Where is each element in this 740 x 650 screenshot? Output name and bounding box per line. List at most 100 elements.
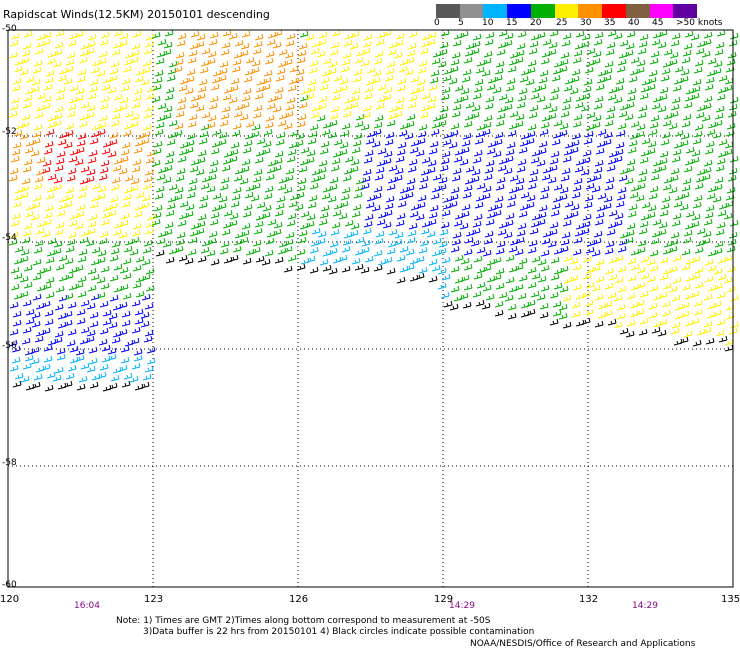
wind-barb xyxy=(146,357,156,365)
wind-barb xyxy=(415,272,425,280)
wind-barb xyxy=(8,339,18,347)
wind-barb xyxy=(636,59,646,67)
wind-barb xyxy=(651,38,661,46)
wind-barb xyxy=(575,94,585,102)
wind-barb xyxy=(20,375,30,383)
wind-barb xyxy=(351,210,361,218)
wind-barb xyxy=(428,83,438,91)
wind-barb xyxy=(243,203,253,211)
wind-barb xyxy=(417,194,427,202)
wind-barb xyxy=(681,56,691,64)
wind-barb xyxy=(96,276,106,284)
wind-barb xyxy=(134,139,144,147)
wind-barb xyxy=(657,329,667,337)
wind-barb xyxy=(175,174,185,182)
wind-barb xyxy=(375,230,385,238)
wind-barb xyxy=(197,149,207,157)
wind-barb xyxy=(715,329,725,337)
wind-barb xyxy=(463,184,473,192)
wind-barb xyxy=(562,96,572,104)
wind-barb xyxy=(525,201,535,209)
wind-barb xyxy=(212,192,222,200)
wind-barb xyxy=(321,69,331,77)
wind-barb xyxy=(318,218,328,226)
wind-barb xyxy=(134,317,144,325)
wind-barb xyxy=(450,245,460,253)
wind-barb xyxy=(540,264,550,272)
wind-barb xyxy=(145,267,155,275)
wind-barb xyxy=(46,371,56,379)
wind-barb xyxy=(450,186,460,194)
wind-barb xyxy=(496,112,506,120)
wind-barb xyxy=(441,209,451,217)
wind-barb xyxy=(294,75,304,83)
wind-barb xyxy=(278,112,288,120)
wind-barb xyxy=(134,203,144,211)
wind-barb xyxy=(593,166,603,174)
wind-barb xyxy=(657,164,667,172)
wind-barb xyxy=(101,83,111,91)
wind-barb xyxy=(399,58,409,66)
wind-barb xyxy=(119,219,129,227)
wind-barb xyxy=(453,32,463,40)
wind-barb xyxy=(624,177,634,185)
wind-barb xyxy=(703,95,713,103)
wind-barb xyxy=(294,203,304,211)
wind-barb xyxy=(131,101,141,109)
wind-barb xyxy=(44,384,54,392)
wind-barb xyxy=(660,74,670,82)
wind-barb xyxy=(364,255,374,263)
wind-barb xyxy=(24,354,34,362)
wind-barb xyxy=(363,33,373,41)
wind-barb xyxy=(718,74,728,82)
wind-barb xyxy=(443,67,453,75)
wind-barb xyxy=(473,85,483,93)
wind-barb xyxy=(88,346,98,354)
wind-barb xyxy=(286,219,296,227)
wind-barb xyxy=(352,203,362,211)
wind-barb xyxy=(130,236,140,244)
wind-barb xyxy=(22,229,32,237)
wind-barb xyxy=(210,211,220,219)
wind-barb xyxy=(531,272,541,280)
wind-barb xyxy=(320,204,330,212)
wind-barb xyxy=(450,285,460,293)
wind-barb xyxy=(473,255,483,263)
wind-barb xyxy=(57,382,67,390)
wind-barb xyxy=(635,66,645,74)
wind-barb xyxy=(470,239,480,247)
wind-barb xyxy=(155,249,165,257)
wind-barb xyxy=(250,194,260,202)
wind-barb xyxy=(239,49,249,57)
wind-barb xyxy=(407,165,417,173)
wind-barb xyxy=(140,78,150,86)
wind-barb xyxy=(152,147,162,155)
wind-barb xyxy=(514,56,524,64)
wind-barb xyxy=(527,59,537,67)
wind-barb xyxy=(482,57,492,65)
wind-barb xyxy=(694,266,704,274)
wind-barb xyxy=(349,165,359,173)
wind-barb xyxy=(10,155,20,163)
wind-barb xyxy=(702,102,712,110)
wind-barb xyxy=(630,120,640,128)
wind-barb xyxy=(219,60,229,68)
wind-barb xyxy=(350,222,360,230)
wind-barb xyxy=(683,165,693,173)
wind-barb xyxy=(693,194,703,202)
wind-barb xyxy=(164,29,174,37)
wind-barb xyxy=(376,31,386,39)
wind-barb xyxy=(124,51,134,59)
wind-barb xyxy=(74,222,84,230)
wind-barb xyxy=(74,30,84,38)
wind-barb xyxy=(275,138,285,146)
wind-barb xyxy=(662,267,672,275)
wind-barb xyxy=(409,210,419,218)
wind-barb xyxy=(155,121,165,129)
wind-barb xyxy=(592,114,602,122)
wind-barb xyxy=(222,157,232,165)
wind-barb xyxy=(265,237,275,245)
wind-barb xyxy=(431,57,441,65)
wind-barb xyxy=(287,84,297,92)
wind-barb xyxy=(35,329,45,337)
